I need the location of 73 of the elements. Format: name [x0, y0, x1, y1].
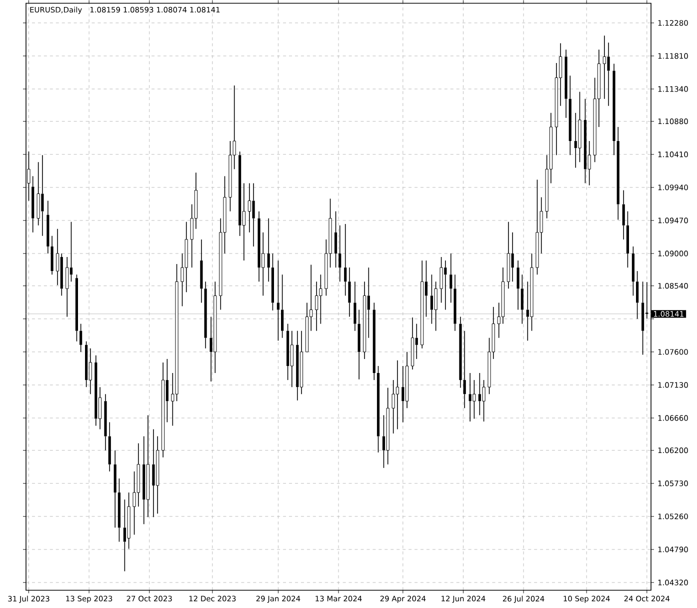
candlestick [616, 126, 620, 220]
candlestick [200, 238, 203, 303]
candlestick [32, 176, 34, 233]
candlestick [156, 436, 160, 514]
candlestick [50, 235, 54, 275]
candlestick [142, 436, 146, 524]
candlestick [363, 281, 366, 360]
candlestick [622, 190, 625, 240]
candlestick [319, 274, 322, 324]
candlestick [162, 362, 165, 458]
candlestick [276, 260, 280, 341]
candlestick [338, 224, 342, 282]
candlestick [315, 281, 318, 332]
candlestick [108, 422, 111, 472]
candlestick [420, 260, 424, 349]
candlestick [204, 281, 207, 349]
candlestick [530, 252, 534, 332]
candlestick [602, 35, 606, 100]
candlestick [214, 281, 217, 374]
candlestick [290, 330, 294, 388]
candlestick [450, 252, 452, 303]
candlestick [358, 309, 360, 380]
candlestick [114, 450, 116, 528]
candlestick [104, 394, 107, 451]
candlestick [296, 330, 299, 401]
candlestick [348, 267, 351, 318]
candlestick [641, 281, 644, 356]
candlestick [511, 232, 514, 282]
candlestick [501, 267, 505, 324]
candlestick [612, 63, 616, 156]
candlestick [146, 414, 150, 518]
candlestick [354, 281, 356, 332]
candlestick [94, 354, 98, 426]
candlestick [607, 42, 610, 106]
candlestick [136, 442, 140, 507]
candlestick [127, 492, 130, 550]
candlestick [46, 200, 50, 254]
candlestick [372, 302, 376, 380]
candlestick [258, 210, 260, 282]
candlestick [626, 210, 629, 268]
candlestick [66, 256, 69, 318]
candlestick [152, 428, 155, 518]
candlestick [440, 256, 443, 303]
candlestick [300, 330, 304, 394]
candlestick [60, 252, 63, 296]
candlestick [228, 140, 232, 212]
candlestick [405, 351, 409, 408]
candlestick [88, 348, 92, 394]
candlestick [636, 270, 639, 320]
candlestick [392, 380, 395, 434]
candlestick [386, 387, 390, 465]
candlestick [506, 221, 510, 289]
candlestick [463, 330, 466, 408]
candlestick [472, 380, 476, 419]
candlestick [454, 274, 456, 332]
candlestick [402, 365, 404, 423]
candlestick [267, 218, 270, 282]
candlestick [410, 316, 414, 370]
candlestick [334, 210, 338, 268]
candlestick [248, 182, 251, 233]
candlestick [578, 91, 582, 162]
candlestick [568, 75, 572, 156]
candlestick [516, 260, 520, 310]
candlestick [396, 360, 399, 430]
candlestick [564, 49, 568, 118]
candlestick [459, 316, 462, 388]
candlestick [344, 223, 347, 296]
candlestick [184, 221, 188, 292]
candlestick [56, 228, 60, 286]
candlestick [252, 182, 255, 247]
candlestick [584, 98, 587, 184]
candlestick [520, 274, 524, 324]
candlestick [118, 478, 120, 542]
